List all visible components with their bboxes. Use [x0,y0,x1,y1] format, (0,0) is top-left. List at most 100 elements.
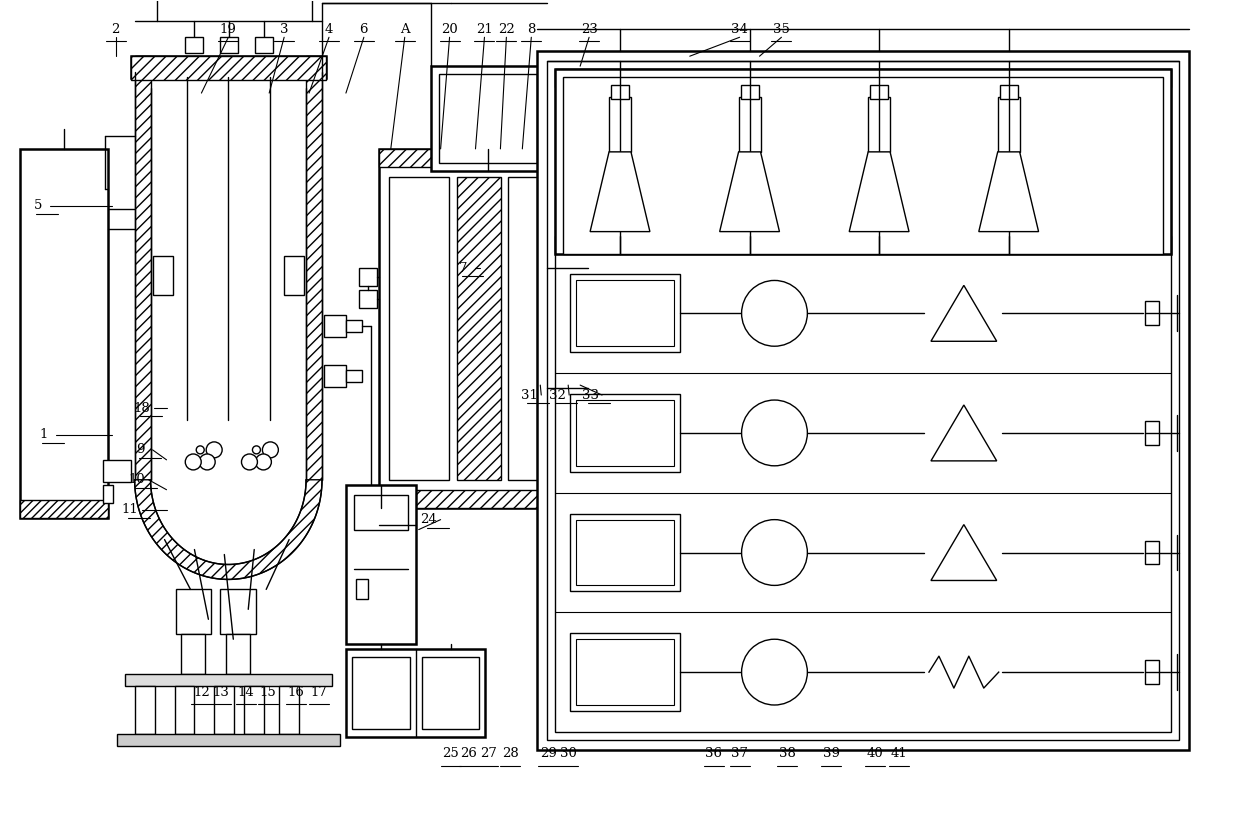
Circle shape [206,442,222,458]
Bar [999,85,1018,99]
Bar [346,320,362,332]
Text: 29: 29 [539,747,557,760]
Text: 26: 26 [460,747,477,760]
Bar [456,177,501,480]
Text: 22: 22 [498,23,515,35]
Polygon shape [931,405,997,461]
Bar [186,37,203,53]
Text: 15: 15 [260,686,277,699]
Bar [378,149,563,508]
Text: 16: 16 [288,686,305,699]
Circle shape [255,454,272,470]
Bar [346,370,362,382]
Bar [556,69,1171,732]
Bar [740,85,759,99]
Bar [135,56,322,72]
Bar [150,72,306,464]
Circle shape [742,639,807,705]
Text: 27: 27 [480,747,497,760]
Bar [508,177,553,480]
Bar [430,66,546,171]
Bar [244,686,264,734]
Bar [570,633,680,711]
Bar [1146,301,1159,325]
Bar [221,37,238,53]
Bar [117,734,340,746]
Polygon shape [931,286,997,342]
Text: 30: 30 [559,747,577,760]
Bar [181,635,206,674]
Text: 6: 6 [360,23,368,35]
Text: 4: 4 [325,23,334,35]
Bar [577,400,673,466]
Text: 5: 5 [33,199,42,212]
Circle shape [185,454,201,470]
Bar [346,649,485,737]
Text: 32: 32 [549,388,565,402]
Text: 25: 25 [443,747,459,760]
Bar [611,85,629,99]
Bar [358,268,377,286]
Bar [130,56,326,80]
Bar [153,255,172,295]
Bar [609,97,631,152]
Text: 33: 33 [582,388,599,402]
Text: 28: 28 [502,747,518,760]
Bar [324,365,346,387]
Bar [570,514,680,592]
Text: 39: 39 [823,747,839,760]
Text: 36: 36 [706,747,722,760]
Circle shape [196,446,205,453]
Bar [284,255,304,295]
Bar [998,97,1019,152]
Text: 38: 38 [779,747,796,760]
Text: A: A [401,23,409,35]
Text: 20: 20 [441,23,458,35]
Circle shape [253,446,260,453]
Bar [324,315,346,337]
Bar [547,61,1179,740]
Bar [221,589,257,635]
Bar [279,686,299,734]
Circle shape [742,400,807,466]
Bar [439,74,537,163]
Circle shape [742,519,807,585]
Bar [570,274,680,352]
Text: 37: 37 [732,747,748,760]
Bar [378,490,563,508]
Polygon shape [719,152,780,231]
Bar [556,69,1171,253]
Bar [358,291,377,309]
Text: 10: 10 [128,473,145,486]
Bar [556,235,1171,253]
Text: 17: 17 [310,686,327,699]
Text: 34: 34 [732,23,748,35]
Bar [135,56,150,480]
Bar [870,85,888,99]
Bar [352,658,409,729]
Bar [353,495,408,529]
Bar [1146,660,1159,684]
Text: 3: 3 [280,23,289,35]
Text: 24: 24 [420,513,436,526]
Bar [556,69,1171,87]
Text: 7: 7 [459,262,467,275]
Text: 2: 2 [112,23,120,35]
Bar [20,500,108,518]
Polygon shape [590,152,650,231]
Text: 14: 14 [238,686,254,699]
Bar [537,51,1189,750]
Bar [378,149,563,167]
Bar [130,56,326,78]
Bar [868,97,890,152]
Bar [306,56,322,480]
Polygon shape [978,152,1039,231]
Bar [422,658,480,729]
Circle shape [200,454,216,470]
Bar [103,485,113,503]
Polygon shape [849,152,909,231]
Text: 9: 9 [136,444,145,457]
Bar [563,77,1163,253]
Polygon shape [135,480,322,579]
Circle shape [242,454,258,470]
